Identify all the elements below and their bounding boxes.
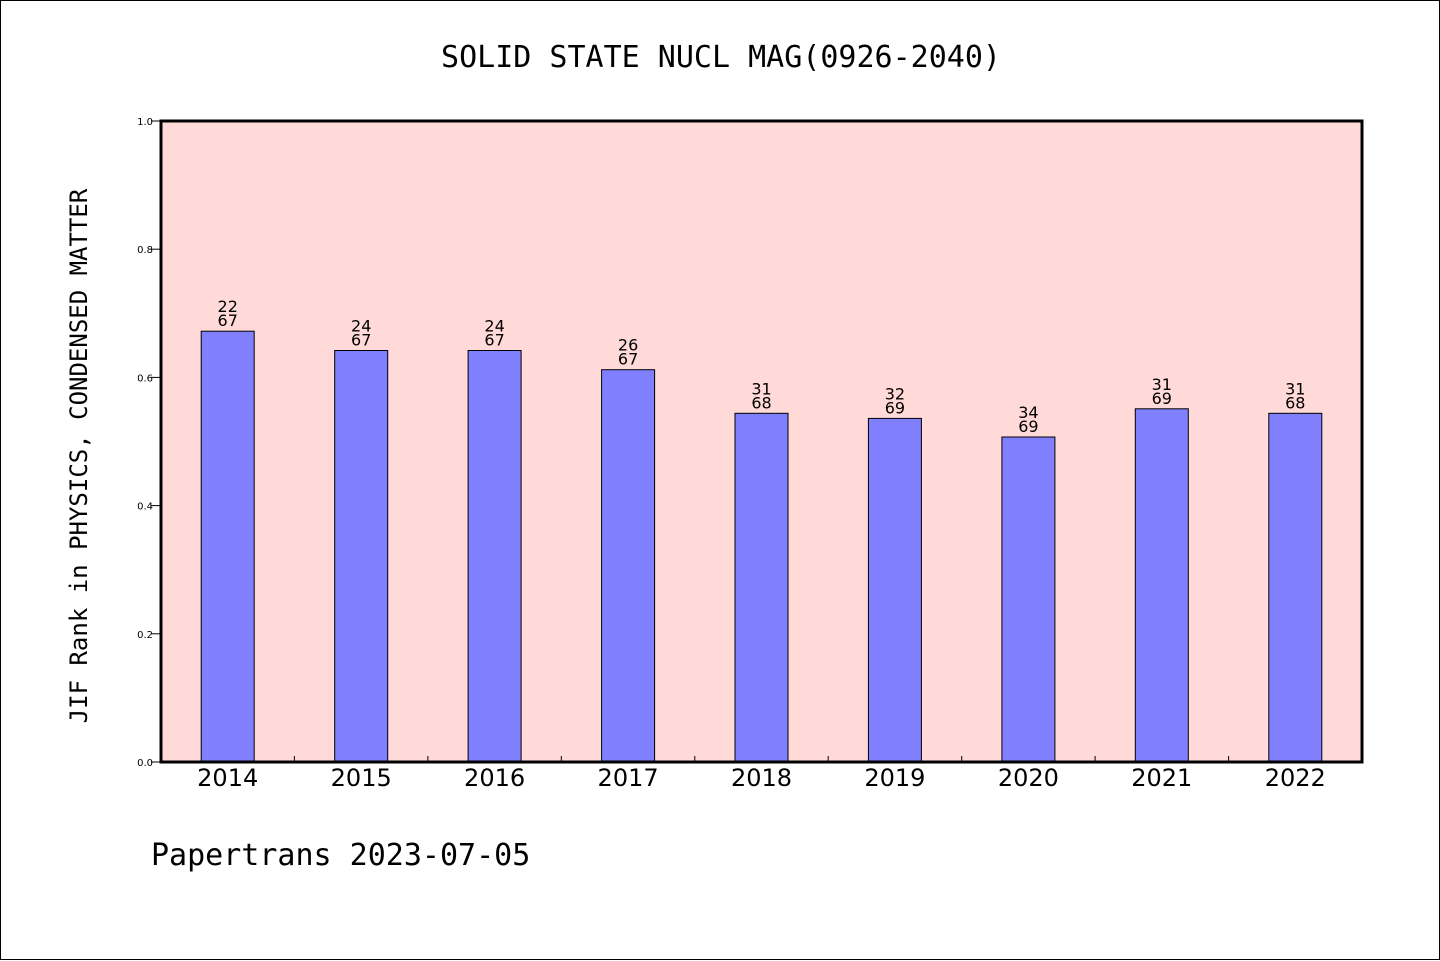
bar-2017 <box>601 369 656 763</box>
y-axis-ticks: 0.0 0.2 0.4 0.6 0.8 1.0 <box>137 117 161 769</box>
x-tick-label: 2015 <box>331 764 392 792</box>
bar-2019 <box>867 417 922 763</box>
total-label: 69 <box>885 398 905 417</box>
bar-2016 <box>467 350 522 763</box>
total-label: 67 <box>351 331 371 350</box>
rank-label: 24 <box>351 317 371 336</box>
bar-2015 <box>334 350 389 763</box>
bar-2014 <box>200 330 255 763</box>
bar-2020 <box>1001 436 1056 763</box>
total-label: 68 <box>1285 393 1305 412</box>
total-label: 67 <box>484 331 504 350</box>
y-axis-label: JIF Rank in PHYSICS, CONDENSED MATTER <box>65 188 93 723</box>
bar-2022 <box>1268 412 1323 763</box>
total-label: 67 <box>618 350 638 369</box>
plot-border <box>159 119 1364 764</box>
total-label: 67 <box>218 311 238 330</box>
rank-label: 22 <box>218 297 238 316</box>
y-tick-label: 0.8 <box>137 245 153 256</box>
rank-label: 31 <box>1285 379 1305 398</box>
total-label: 69 <box>1018 417 1038 436</box>
bar-2021 <box>1134 408 1189 763</box>
rank-label: 31 <box>751 379 771 398</box>
y-tick-label: 0.2 <box>137 630 153 641</box>
x-tick-label: 2018 <box>731 764 792 792</box>
x-axis-ticks: 2014 2015 2016 2017 2018 2019 2020 2021 2022 <box>197 756 1326 792</box>
rank-label: 31 <box>1152 375 1172 394</box>
rank-label: 32 <box>885 384 905 403</box>
chart-title: SOLID STATE NUCL MAG(0926-2040) <box>441 40 1001 75</box>
bar-2018 <box>734 412 789 763</box>
footer-credit: Papertrans 2023-07-05 <box>151 838 530 873</box>
x-tick-label: 2014 <box>197 764 258 792</box>
x-tick-label: 2022 <box>1265 764 1326 792</box>
x-tick-label: 2020 <box>998 764 1059 792</box>
y-tick-label: 0.4 <box>137 502 153 513</box>
total-label: 68 <box>751 393 771 412</box>
rank-label: 26 <box>618 336 638 355</box>
y-tick-label: 0.0 <box>137 758 153 769</box>
rank-label: 24 <box>484 317 504 336</box>
bars <box>200 330 1323 763</box>
y-tick-label: 0.6 <box>137 373 153 384</box>
x-tick-label: 2019 <box>864 764 925 792</box>
total-label: 69 <box>1152 389 1172 408</box>
y-tick-label: 1.0 <box>137 117 153 128</box>
x-tick-label: 2017 <box>598 764 659 792</box>
rank-label: 34 <box>1018 403 1038 422</box>
x-tick-label: 2021 <box>1131 764 1192 792</box>
x-tick-label: 2016 <box>464 764 525 792</box>
